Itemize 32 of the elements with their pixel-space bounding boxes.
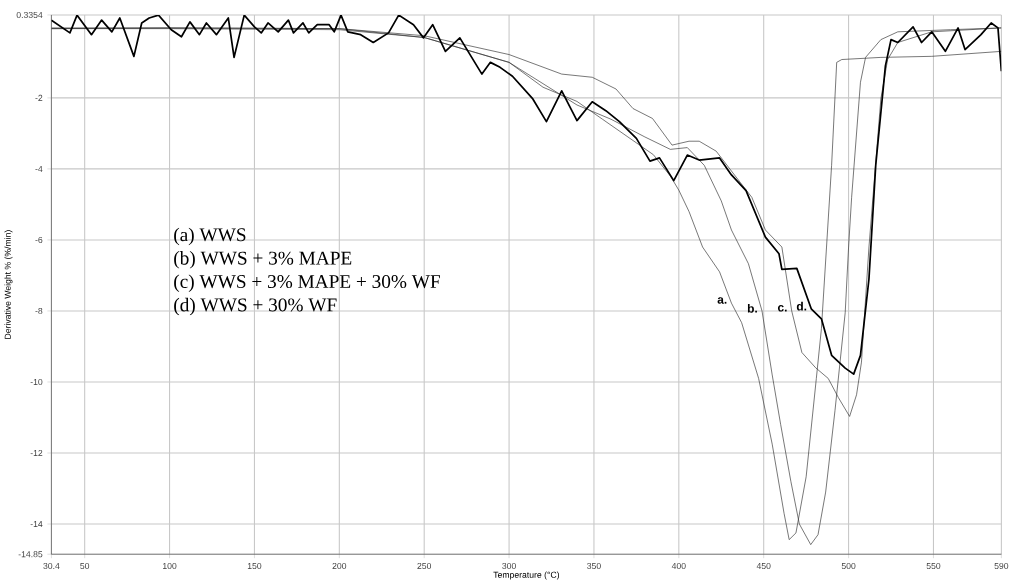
y-tick-label: -14.85	[18, 551, 43, 558]
x-tick-label: 300	[502, 562, 516, 569]
x-tick-label: 450	[756, 562, 771, 569]
x-axis-title: Temperature (°C)	[493, 571, 560, 580]
x-tick-label: 30.4	[43, 562, 60, 569]
x-tick-label: 200	[332, 562, 347, 569]
x-tick-label: 50	[80, 562, 90, 569]
x-tick-label: 350	[587, 562, 601, 569]
x-tick-label: 590	[994, 562, 1009, 569]
y-tick-label: -12	[30, 449, 43, 456]
series-label: a.	[717, 297, 727, 304]
x-tick-label: 550	[926, 562, 941, 569]
series-label: b.	[747, 303, 757, 313]
series-label: c.	[777, 304, 787, 312]
x-tick-label: 250	[417, 562, 432, 569]
x-tick-label: 150	[247, 562, 262, 569]
y-tick-label: -6	[35, 236, 43, 243]
annotation: (b) WWS + 3% MAPE	[174, 251, 352, 269]
y-tick-label: 0.3354	[16, 11, 43, 18]
y-tick-label: -14	[30, 521, 43, 527]
y-tick-label: -8	[35, 307, 43, 314]
annotation: (a) WWS	[174, 227, 246, 246]
x-tick-label: 500	[841, 562, 856, 569]
y-tick-label: -10	[30, 378, 43, 385]
x-tick-label: 100	[163, 562, 177, 569]
annotation: (c) WWS + 3% MAPE + 30% WF	[174, 274, 440, 292]
x-tick-label: 400	[671, 562, 686, 569]
annotation: (d) WWS + 30% WF	[174, 297, 337, 316]
y-axis-title: Derivative Weight % (%/min)	[4, 230, 13, 339]
y-tick-label: -2	[35, 94, 43, 101]
series-label: d.	[796, 301, 807, 311]
y-tick-label: -4	[35, 165, 43, 172]
